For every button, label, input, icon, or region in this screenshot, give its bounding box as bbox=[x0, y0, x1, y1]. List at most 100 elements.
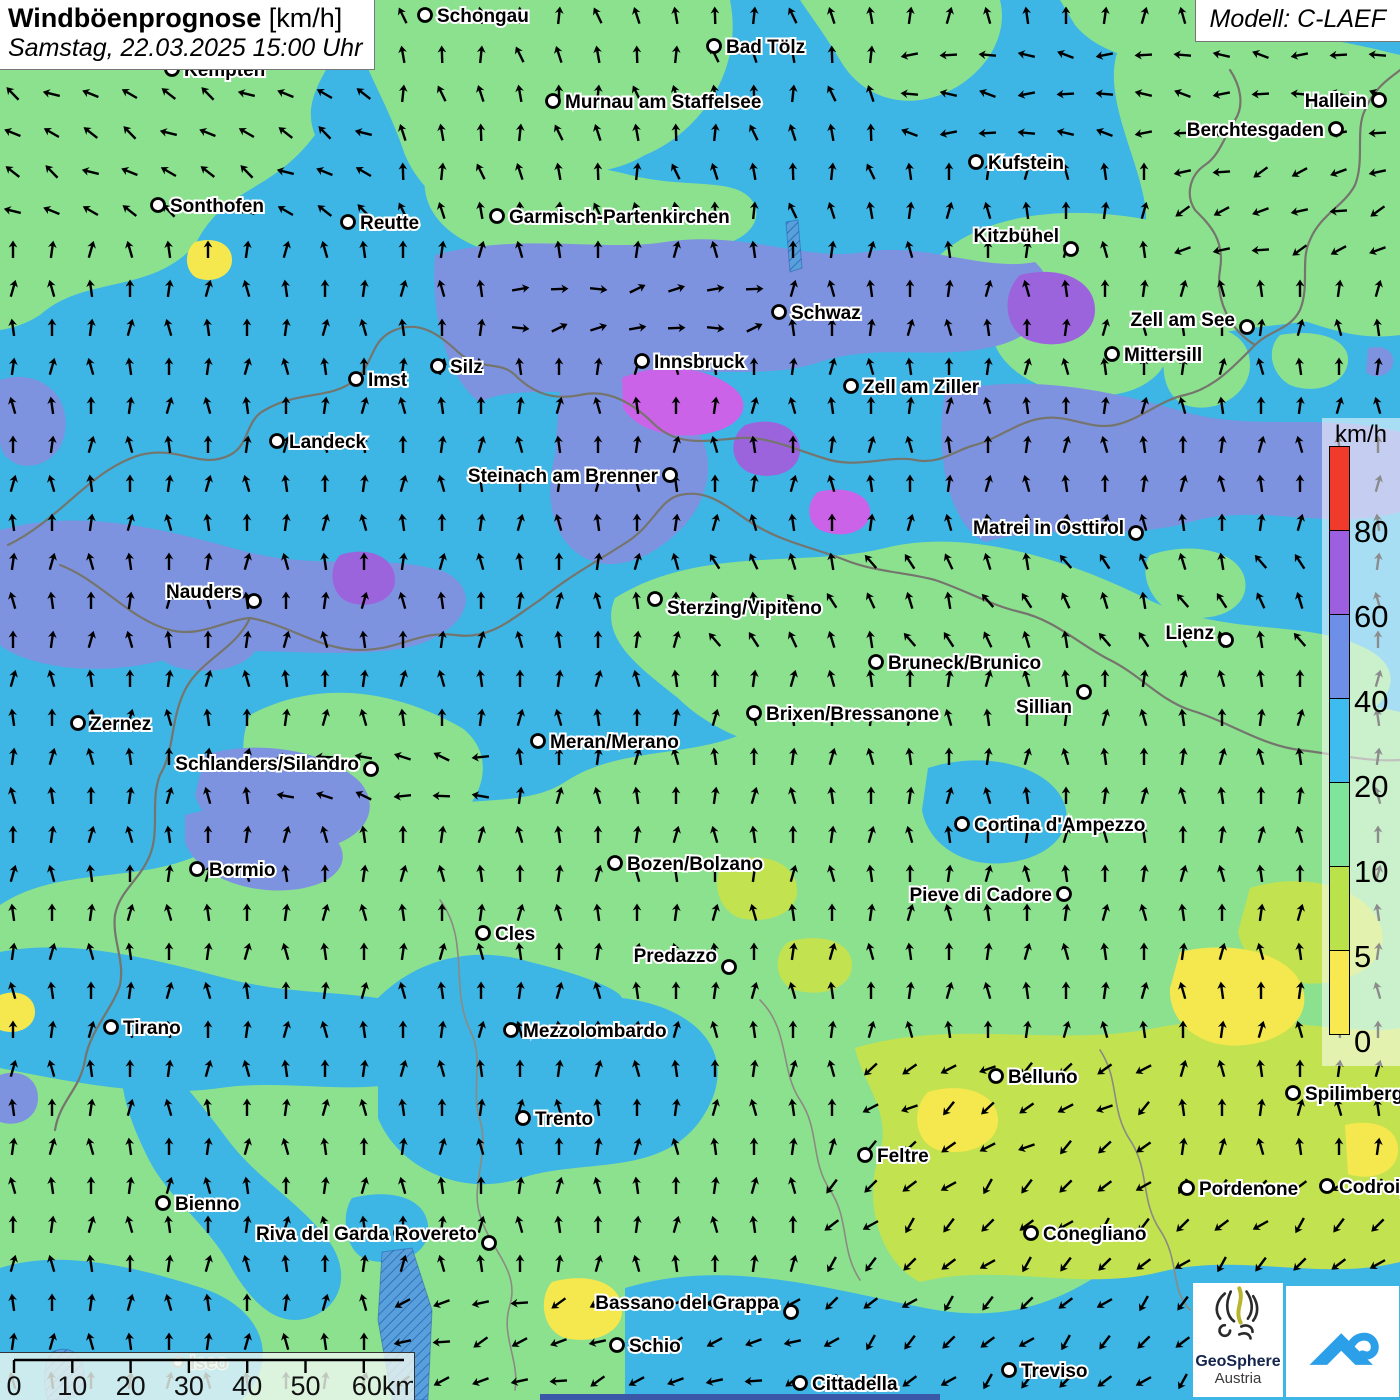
wind-arrow bbox=[826, 1373, 838, 1389]
wind-arrow bbox=[1097, 1375, 1113, 1387]
wind-arrow bbox=[1061, 669, 1071, 688]
city-marker bbox=[348, 371, 364, 387]
city-marker bbox=[530, 733, 546, 749]
wind-arrow bbox=[437, 1059, 446, 1078]
wind-arrow bbox=[515, 84, 524, 103]
wind-arrow bbox=[943, 1295, 954, 1312]
wind-arrow bbox=[394, 1298, 411, 1309]
wind-arrow bbox=[9, 474, 18, 493]
city-meran-merano: Meran/Merano bbox=[530, 730, 681, 755]
city-marker bbox=[503, 1022, 519, 1038]
wind-arrow bbox=[863, 1297, 879, 1309]
wind-arrow bbox=[1134, 50, 1153, 60]
wind-arrow bbox=[628, 323, 647, 332]
wind-arrow bbox=[709, 554, 721, 570]
wind-arrow bbox=[1178, 903, 1188, 922]
wind-arrow bbox=[671, 747, 680, 766]
wind-arrow bbox=[632, 162, 642, 181]
wind-arrow bbox=[1059, 554, 1073, 569]
wind-arrow bbox=[941, 1258, 957, 1270]
wind-arrow bbox=[866, 318, 876, 337]
city-label: Nauders bbox=[166, 582, 242, 603]
wind-arrow bbox=[476, 1176, 486, 1194]
city-label: Cittadella bbox=[812, 1374, 898, 1395]
wind-arrow bbox=[1136, 1258, 1152, 1270]
wind-arrow bbox=[1100, 786, 1110, 805]
wind-arrow bbox=[318, 126, 332, 140]
wind-arrow bbox=[903, 1140, 917, 1154]
wind-arrow bbox=[360, 591, 369, 610]
city-label: Kitzbühel bbox=[974, 226, 1060, 247]
scale-label: 10 bbox=[57, 1371, 87, 1399]
city-label: Pordenone bbox=[1199, 1179, 1298, 1200]
wind-arrow bbox=[515, 942, 525, 961]
wind-arrow bbox=[321, 1098, 330, 1117]
wind-arrow bbox=[1022, 435, 1032, 454]
city-marker bbox=[792, 1375, 808, 1391]
speed-region-P bbox=[1007, 271, 1095, 345]
wind-arrow bbox=[437, 240, 447, 259]
wind-arrow bbox=[1290, 207, 1309, 216]
map-title: Windböenprognose bbox=[8, 3, 262, 33]
wind-arrow bbox=[983, 903, 993, 922]
wind-arrow bbox=[8, 1020, 18, 1038]
city-mezzolombardo: Mezzolombardo bbox=[503, 1019, 669, 1044]
wind-arrow bbox=[983, 747, 993, 766]
wind-arrow bbox=[710, 786, 720, 805]
wind-arrow bbox=[632, 1254, 641, 1273]
city-marker bbox=[155, 1195, 171, 1211]
speed-region-G bbox=[0, 0, 347, 330]
speed-region-Y bbox=[1345, 1122, 1398, 1177]
city-codroipo: Codroipo bbox=[1319, 1175, 1400, 1200]
wind-arrow bbox=[827, 669, 836, 688]
wind-arrow bbox=[553, 124, 564, 141]
wind-arrow bbox=[281, 903, 291, 922]
wind-arrow bbox=[628, 1299, 645, 1308]
wind-arrow bbox=[632, 123, 641, 142]
wind-arrow bbox=[281, 1332, 290, 1351]
wind-arrow bbox=[905, 357, 915, 376]
wind-arrow bbox=[87, 630, 96, 649]
city-pordenone: Pordenone bbox=[1179, 1177, 1300, 1202]
wind-arrow bbox=[8, 981, 17, 1000]
wind-arrow bbox=[1212, 246, 1231, 255]
city-label: Brixen/Bressanone bbox=[766, 704, 939, 725]
wind-arrow bbox=[1251, 128, 1270, 137]
wind-arrow bbox=[515, 552, 525, 571]
wind-arrow bbox=[749, 669, 759, 688]
wind-arrow bbox=[315, 752, 334, 762]
wind-arrow bbox=[826, 85, 837, 102]
wind-arrow bbox=[593, 630, 603, 648]
wind-arrow bbox=[1022, 396, 1032, 415]
wind-arrow bbox=[983, 396, 992, 415]
wind-arrow bbox=[321, 513, 330, 532]
wind-arrow bbox=[554, 435, 564, 454]
wind-arrow bbox=[126, 1098, 135, 1117]
wind-arrow bbox=[47, 279, 56, 298]
wind-arrow bbox=[125, 630, 134, 649]
city-marker bbox=[634, 353, 650, 369]
wind-arrow bbox=[1022, 864, 1031, 883]
wind-arrow bbox=[1257, 825, 1266, 844]
speed-region-B bbox=[434, 239, 1051, 402]
speed-region-YG bbox=[717, 857, 798, 920]
wind-arrow bbox=[1178, 435, 1188, 453]
wind-arrow bbox=[789, 1059, 798, 1078]
wind-arrow bbox=[671, 1059, 681, 1078]
wind-arrow bbox=[1292, 1180, 1308, 1192]
wind-arrow bbox=[359, 435, 369, 454]
wind-arrow bbox=[1021, 593, 1033, 609]
wind-arrow bbox=[125, 474, 135, 492]
border-line bbox=[1188, 68, 1257, 347]
wind-arrow bbox=[1254, 1179, 1268, 1193]
wind-arrow bbox=[432, 791, 451, 801]
wind-arrow bbox=[8, 747, 18, 766]
wind-arrow bbox=[866, 786, 876, 804]
wind-arrow bbox=[9, 279, 18, 298]
legend-tick-label: 10 bbox=[1354, 854, 1389, 889]
wind-arrow bbox=[671, 591, 681, 609]
wind-arrow bbox=[242, 279, 251, 298]
wind-arrow bbox=[204, 669, 213, 688]
wind-arrow bbox=[827, 981, 837, 1000]
